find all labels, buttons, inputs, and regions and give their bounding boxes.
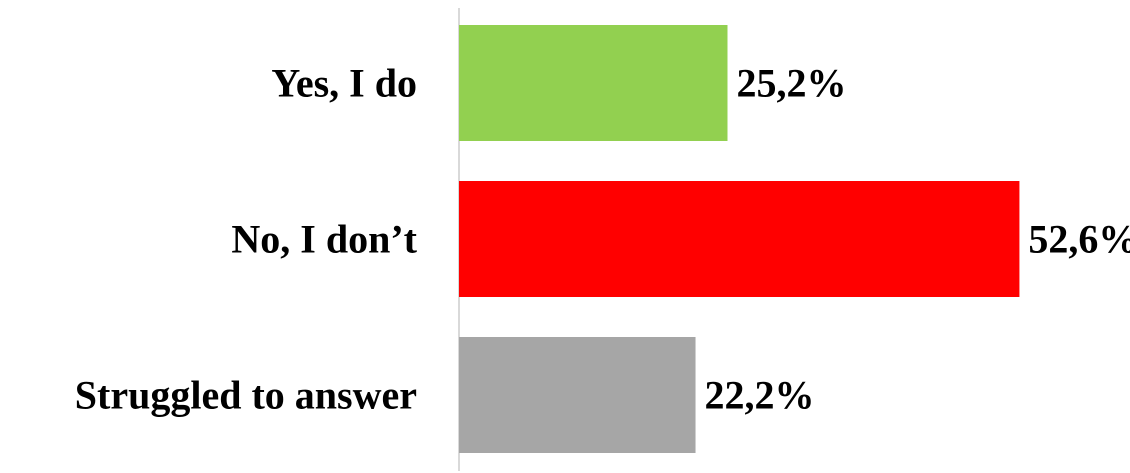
bar bbox=[459, 181, 1020, 297]
value-label: 25,2% bbox=[736, 61, 846, 106]
category-label: Struggled to answer bbox=[75, 373, 417, 418]
category-label: Yes, I do bbox=[271, 61, 417, 106]
bar bbox=[459, 337, 696, 453]
bar bbox=[459, 25, 728, 141]
value-label: 52,6% bbox=[1028, 217, 1130, 262]
category-label: No, I don’t bbox=[231, 217, 417, 262]
value-label: 22,2% bbox=[705, 373, 815, 418]
